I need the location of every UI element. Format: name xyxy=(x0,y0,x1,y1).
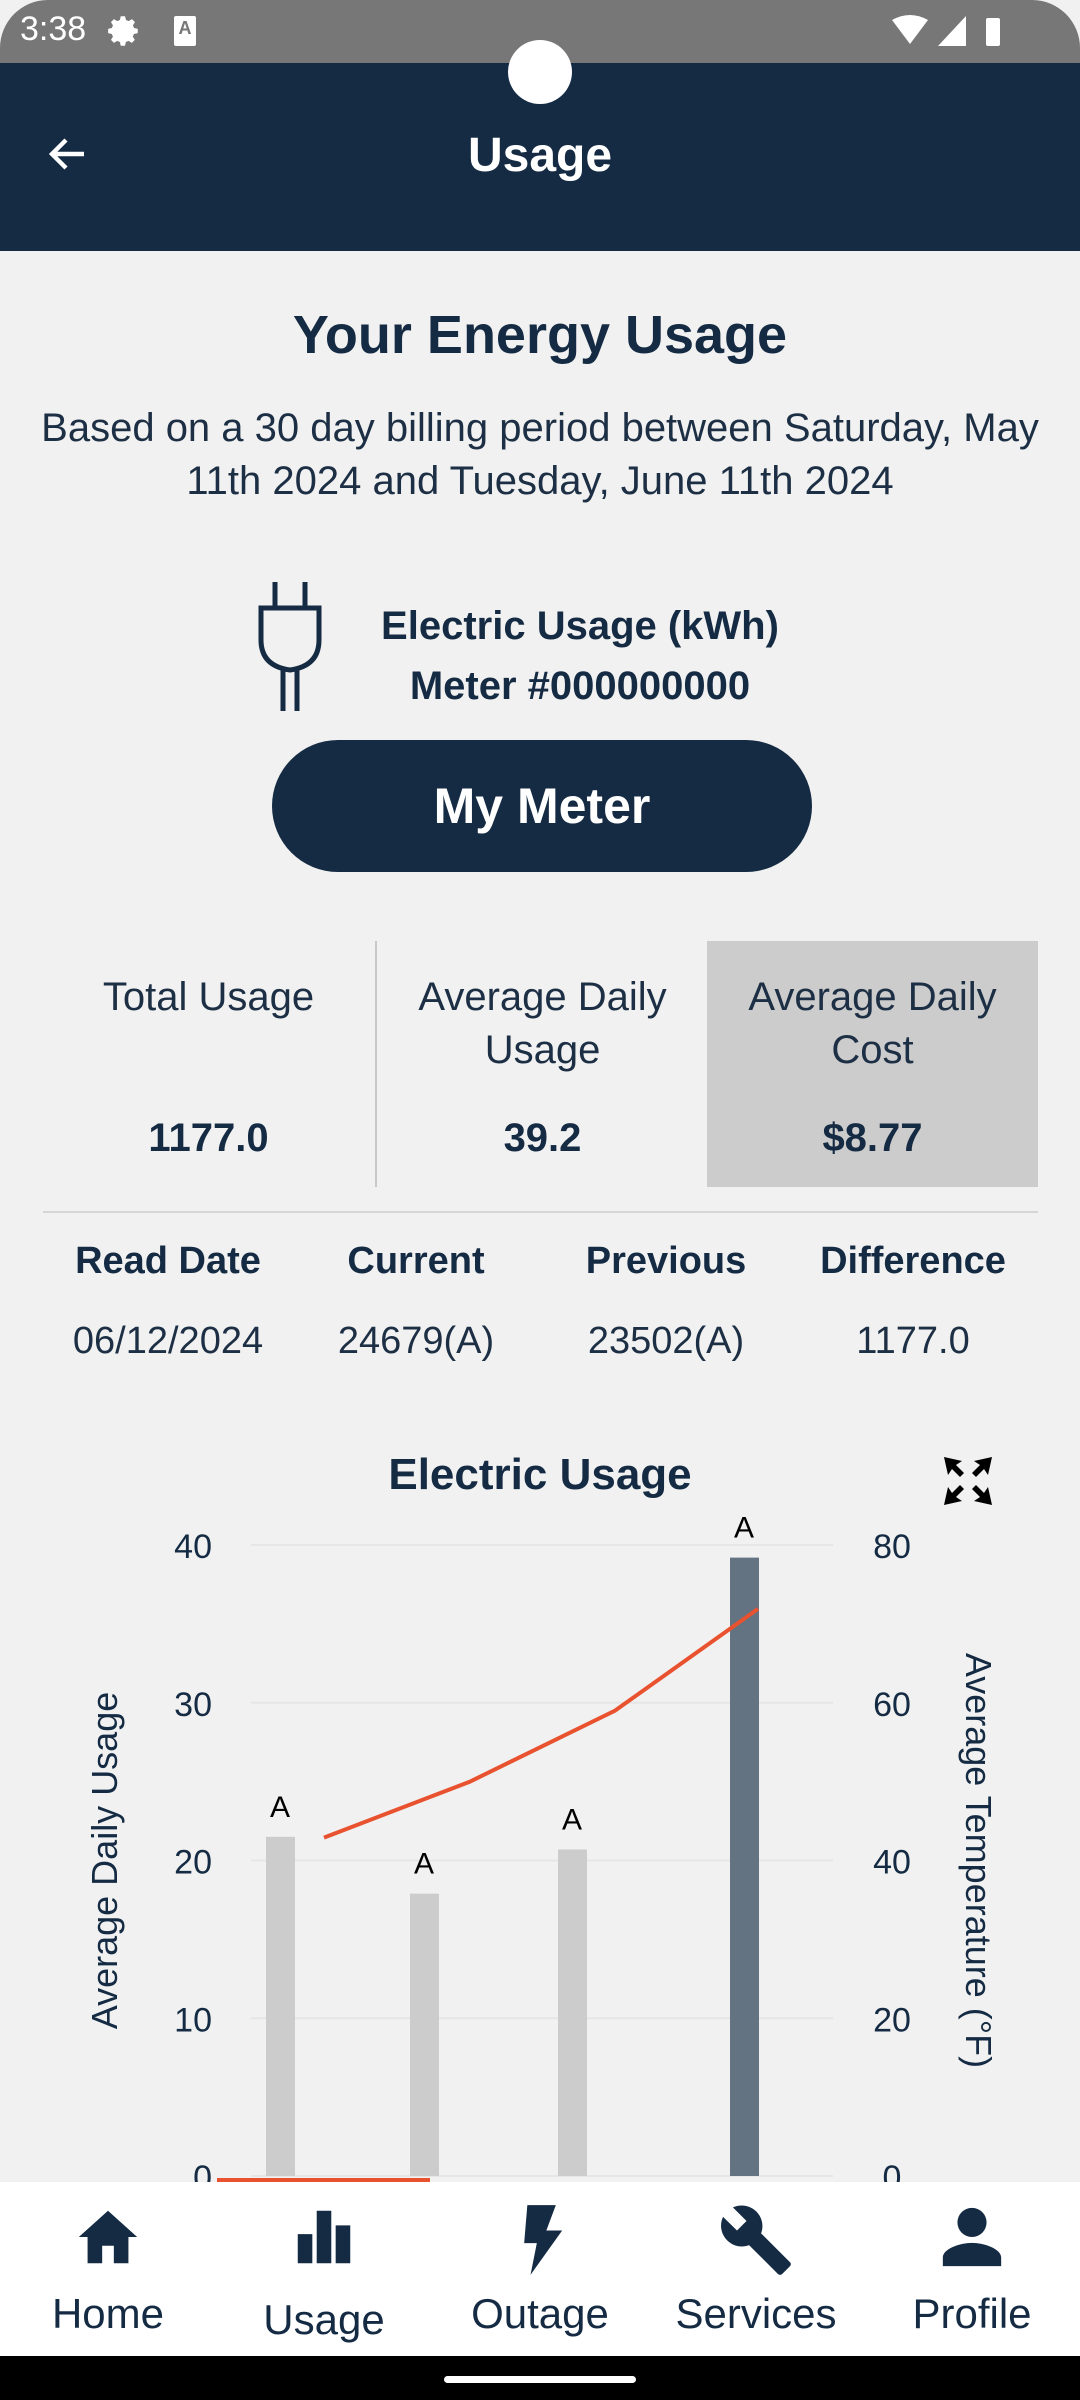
nav-label: Profile xyxy=(912,2290,1032,2337)
column-header: Current xyxy=(347,1240,485,1282)
meter-number: Meter #000000000 xyxy=(409,664,751,708)
stat-label: Average Daily Usage xyxy=(418,975,667,1072)
y2-tick-label: 80 xyxy=(873,1528,911,1566)
bar xyxy=(558,1849,587,2176)
stat-value: 1177.0 xyxy=(148,1116,269,1160)
stat-total-usage[interactable]: Total Usage 1177.0 xyxy=(43,941,374,1187)
column-header: Read Date xyxy=(75,1240,261,1282)
battery-icon xyxy=(986,18,1000,46)
table-cell: 1177.0 xyxy=(856,1320,970,1362)
billing-period-text: Based on a 30 day billing period between… xyxy=(41,406,1039,503)
bar xyxy=(730,1557,759,2176)
nav-profile[interactable]: Profile xyxy=(864,2182,1080,2356)
nav-label: Services xyxy=(675,2290,837,2337)
y-tick-label: 10 xyxy=(174,2001,212,2039)
meter-type: Electric Usage (kWh) xyxy=(381,604,779,648)
divider xyxy=(375,941,377,1187)
person-icon xyxy=(942,2207,1002,2267)
bar xyxy=(266,1836,295,2176)
status-time: 3:38 xyxy=(20,10,87,48)
plug-icon xyxy=(258,582,322,711)
nav-label: Home xyxy=(51,2290,165,2337)
bar xyxy=(410,1893,439,2176)
stat-label: Total Usage xyxy=(102,975,315,1019)
my-meter-button[interactable]: My Meter xyxy=(272,740,812,872)
a-icon: A xyxy=(174,16,196,46)
stat-label: Average Daily Cost xyxy=(748,975,997,1072)
column-header: Previous xyxy=(585,1240,747,1282)
y-axis-label: Average Daily Usage xyxy=(84,1692,125,2030)
y2-axis-label: Average Temperature (°F) xyxy=(958,1653,999,2068)
y2-tick-label: 60 xyxy=(873,1686,911,1724)
chart-title: Electric Usage xyxy=(388,1450,692,1499)
meter-info: Electric Usage (kWh) Meter #000000000 xyxy=(360,596,800,716)
temperature-line xyxy=(323,1607,760,1840)
table-cell: 06/12/2024 xyxy=(72,1320,264,1362)
bar-label: A xyxy=(734,1512,754,1545)
signal-icon xyxy=(938,16,966,46)
wifi-icon xyxy=(892,15,928,44)
page-title: Usage xyxy=(467,129,613,182)
stat-average-daily-cost[interactable]: Average Daily Cost $8.77 xyxy=(707,941,1038,1187)
y-tick-label: 20 xyxy=(174,1844,212,1882)
wifi-signal-battery-icons xyxy=(892,15,1000,46)
divider xyxy=(43,1211,1038,1213)
bar-label: A xyxy=(414,1848,434,1881)
section-title: Your Energy Usage xyxy=(292,305,788,365)
bar-label: A xyxy=(270,1791,290,1824)
bar-label: A xyxy=(562,1803,582,1836)
y2-tick-label: 20 xyxy=(873,2001,911,2039)
nav-label: Outage xyxy=(471,2290,609,2337)
lightning-icon xyxy=(524,2205,563,2275)
y-tick-label: 40 xyxy=(174,1528,212,1566)
nav-services[interactable]: Services xyxy=(648,2182,864,2356)
wrench-icon xyxy=(721,2205,791,2275)
gear-icon xyxy=(108,16,138,46)
stat-value: 39.2 xyxy=(503,1116,582,1160)
home-handle[interactable] xyxy=(444,2376,636,2383)
nav-usage[interactable]: Usage xyxy=(216,2182,432,2356)
home-icon xyxy=(78,2210,138,2264)
nav-outage[interactable]: Outage xyxy=(432,2182,648,2356)
nav-home[interactable]: Home xyxy=(0,2182,216,2356)
y2-tick-label: 40 xyxy=(873,1844,911,1882)
bottom-nav: Home Usage Outage Services Profile xyxy=(0,2182,1080,2356)
table-cell: 23502(A) xyxy=(587,1320,745,1362)
nav-label: Usage xyxy=(263,2296,385,2343)
column-header: Difference xyxy=(820,1240,1006,1282)
stat-average-daily-usage[interactable]: Average Daily Usage 39.2 xyxy=(377,941,708,1187)
bar-chart-icon xyxy=(297,2210,351,2264)
table-cell: 24679(A) xyxy=(337,1320,495,1362)
arrow-left-icon[interactable] xyxy=(44,130,92,178)
stat-value: $8.77 xyxy=(822,1116,923,1160)
y-tick-label: 30 xyxy=(174,1686,212,1724)
camera-cutout xyxy=(508,40,572,104)
expand-icon[interactable] xyxy=(942,1455,994,1507)
